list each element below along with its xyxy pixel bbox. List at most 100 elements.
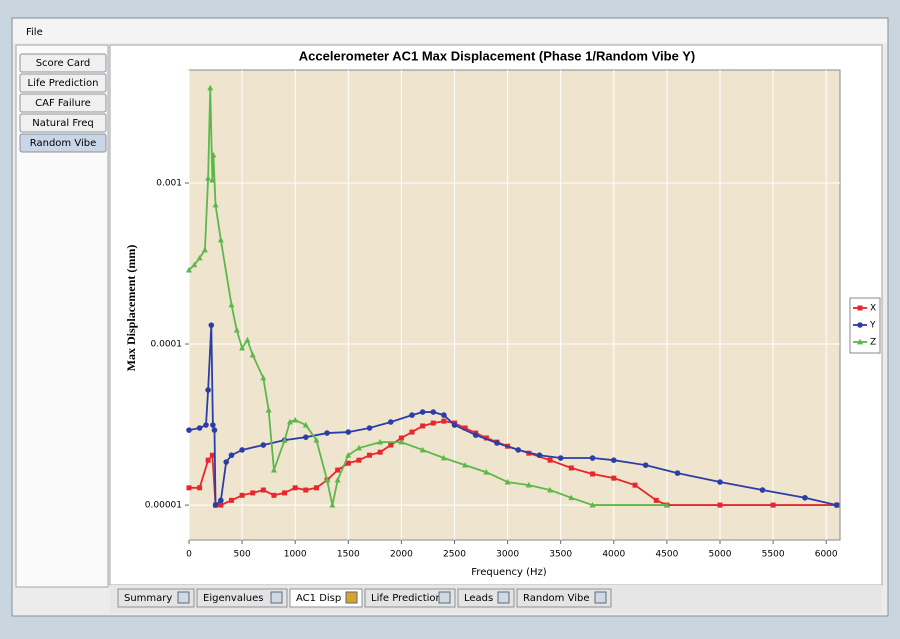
data-point: [568, 494, 575, 501]
data-point: [409, 412, 415, 418]
legend-swatch: [857, 305, 863, 311]
data-point: [228, 301, 235, 308]
tab[interactable]: [364, 588, 456, 608]
legend-swatch: [857, 322, 863, 328]
data-point: [260, 374, 267, 381]
data-point: [472, 432, 479, 438]
data-point: [430, 420, 436, 426]
sidebar-button[interactable]: [19, 73, 107, 93]
sidebar-button[interactable]: [19, 53, 107, 73]
x-tick-label: 6000: [815, 550, 838, 560]
tab-label: Summary: [124, 593, 172, 604]
data-point: [292, 485, 298, 491]
data-point: [387, 419, 394, 425]
x-tick-label: 500: [234, 550, 251, 560]
data-point: [218, 502, 224, 508]
data-point: [717, 502, 723, 508]
tab-label: Eigenvalues: [203, 593, 263, 604]
tabs: Summary Eigenvalues AC1 Disp Life Predictio…: [117, 588, 612, 608]
data-point: [356, 457, 362, 463]
data-point: [590, 471, 596, 477]
data-point: [611, 475, 617, 481]
legend-label: Z: [870, 338, 876, 348]
data-point: [398, 438, 405, 445]
data-point: [197, 485, 203, 491]
x-tick-label: 5500: [762, 550, 785, 560]
data-point: [377, 438, 384, 445]
legend-swatch: [857, 338, 863, 345]
data-point: [218, 497, 224, 504]
data-point: [239, 344, 246, 351]
data-point: [610, 457, 617, 463]
data-point: [186, 266, 192, 273]
data-point: [201, 246, 208, 253]
data-point: [207, 84, 214, 91]
tab-label: Life Prediction: [371, 593, 442, 604]
data-point: [228, 452, 235, 459]
tab[interactable]: [117, 588, 195, 608]
data-point: [557, 455, 564, 461]
data-point: [186, 485, 192, 491]
data-point: [303, 487, 309, 493]
tab[interactable]: [289, 588, 363, 608]
tab[interactable]: [196, 588, 288, 608]
tab-label: Random Vibe: [523, 593, 589, 604]
data-point: [329, 501, 336, 508]
data-point: [398, 435, 404, 441]
series-line: [188, 87, 667, 506]
data-point: [223, 459, 229, 465]
tab-icon: [594, 591, 607, 604]
tab-icon: [177, 591, 190, 604]
x-tick-label: 5000: [709, 550, 732, 560]
data-point: [260, 487, 266, 493]
y-axis-label: Max Displacement (mm): [124, 245, 138, 372]
x-tick-label: 2500: [443, 550, 466, 560]
tab-icon: [438, 591, 451, 604]
data-point: [462, 461, 469, 468]
data-point: [367, 452, 373, 458]
data-point: [249, 351, 256, 358]
tab-icon: [270, 591, 283, 604]
data-point: [441, 418, 447, 424]
tab-label: AC1 Disp: [296, 593, 341, 604]
x-axis-label: Frequency (Hz): [471, 567, 547, 578]
data-point: [209, 452, 215, 458]
data-point: [196, 254, 203, 261]
data-point: [589, 455, 596, 461]
data-point: [494, 440, 500, 446]
data-point: [208, 322, 215, 328]
x-tick-label: 4000: [602, 550, 625, 560]
data-point: [282, 490, 288, 496]
data-point: [759, 487, 766, 493]
x-tick-label: 2000: [390, 550, 413, 560]
data-point: [281, 436, 288, 443]
data-point: [419, 409, 426, 415]
data-point: [212, 502, 219, 508]
data-point: [653, 497, 659, 503]
data-point: [345, 452, 352, 458]
data-point: [250, 490, 256, 496]
sidebar-button[interactable]: [19, 133, 107, 153]
sidebar-button[interactable]: [19, 93, 107, 113]
data-point: [419, 446, 426, 453]
data-point: [313, 436, 320, 443]
data-point: [265, 406, 272, 413]
data-point: [324, 430, 330, 436]
tab-label: Leads: [464, 593, 493, 604]
chart: Accelerometer AC1 Max Displacement (Phas…: [124, 48, 881, 578]
data-point: [536, 452, 543, 459]
data-point: [642, 462, 649, 468]
data-point: [260, 442, 267, 448]
data-point: [420, 423, 426, 429]
data-point: [483, 435, 489, 441]
menu-file[interactable]: File: [26, 27, 43, 38]
data-point: [196, 425, 203, 431]
data-point: [462, 425, 468, 431]
data-point: [717, 479, 723, 485]
data-point: [834, 502, 840, 508]
sidebar-buttons: Score Card Life Prediction CAF Failure Natu…: [19, 53, 107, 153]
tab[interactable]: [516, 588, 612, 608]
sidebar-button[interactable]: [19, 113, 107, 133]
